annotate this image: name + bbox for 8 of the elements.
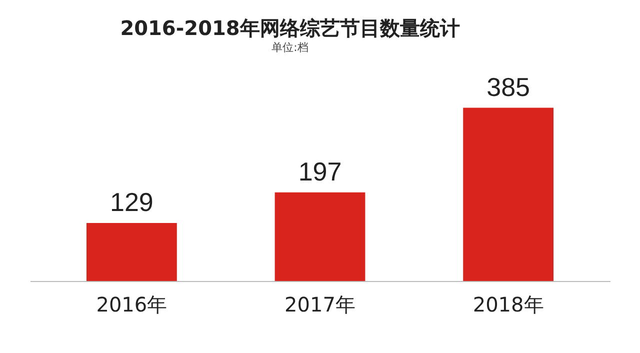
x-tick-label: 2018年 <box>472 292 544 316</box>
x-tick-label: 2016年 <box>96 292 168 316</box>
chart-subtitle: 单位:档 <box>272 40 308 54</box>
data-label: 129 <box>110 186 154 217</box>
chart-title: 2016-2018年网络综艺节目数量统计 <box>120 16 460 40</box>
data-label: 385 <box>486 72 530 102</box>
x-tick-label: 2017年 <box>284 292 356 316</box>
data-label: 197 <box>298 156 342 186</box>
